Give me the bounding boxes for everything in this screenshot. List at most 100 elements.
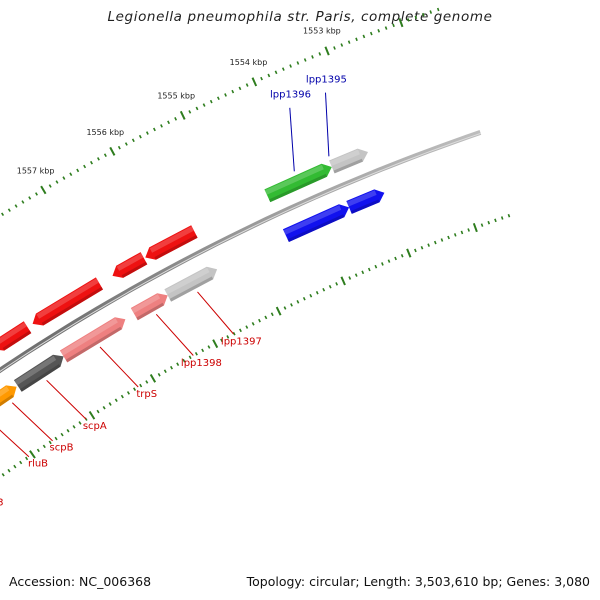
inner-scale-tick xyxy=(507,213,511,218)
inner-scale-tick xyxy=(264,315,268,320)
gene-label-rluB[interactable]: rluB xyxy=(0,419,48,469)
inner-scale-tick xyxy=(7,468,11,473)
inner-scale-tick xyxy=(453,233,457,237)
outer-scale-tick xyxy=(138,134,142,139)
gene-label-lpp1396[interactable]: lpp1396 xyxy=(270,90,311,172)
gene-label-trpS[interactable]: trpS xyxy=(99,346,157,400)
inner-scale-tick xyxy=(302,296,306,301)
inner-scale-tick xyxy=(427,243,430,247)
inner-scale-tick xyxy=(170,365,173,370)
inner-scale-tick xyxy=(290,303,293,307)
inner-scale-tick xyxy=(387,259,391,263)
inner-scale-tick xyxy=(188,355,192,360)
outer-scale-tick xyxy=(21,200,25,204)
outer-scale-tick xyxy=(152,127,156,132)
outer-scale-tick xyxy=(145,131,149,135)
gene-label-lpp1397[interactable]: lpp1397 xyxy=(197,291,262,348)
inner-scale-tick xyxy=(66,428,70,433)
inner-scale-tick xyxy=(96,409,100,414)
outer-scale-tick xyxy=(48,184,52,188)
outer-scale-tick xyxy=(407,18,410,22)
scale-label: 1557 kbp xyxy=(17,167,55,176)
outer-scale-tick xyxy=(260,76,263,81)
map-title: Legionella pneumophila str. Paris, compl… xyxy=(107,9,493,25)
gene-label-text: scpA xyxy=(83,421,107,432)
outer-scale-tick xyxy=(167,120,171,125)
outer-scale-tick xyxy=(238,86,242,91)
inner-scale-tick xyxy=(460,230,464,235)
genome-backbone xyxy=(0,130,482,374)
gene-feature-g12[interactable] xyxy=(130,293,168,321)
outer-scale-tick xyxy=(369,31,373,36)
inner-scale-tick xyxy=(25,456,29,461)
inner-scale-tick xyxy=(348,276,352,280)
outer-scale-tick xyxy=(311,55,314,59)
outer-scale-tick xyxy=(347,40,351,44)
gene-feature-g14[interactable] xyxy=(164,266,218,302)
inner-scale-tick xyxy=(283,306,287,310)
outer-scale-tick xyxy=(40,185,47,195)
gene-label-text: trpS xyxy=(136,389,157,400)
inner-scale-tick xyxy=(133,387,137,392)
inner-scale-tick xyxy=(29,450,36,459)
gene-feature-g17[interactable] xyxy=(329,148,368,174)
gene-feature-g16[interactable] xyxy=(282,204,350,242)
inner-scale-tick xyxy=(220,338,224,343)
outer-scale-tick xyxy=(103,153,107,157)
inner-scale-tick xyxy=(275,306,282,316)
inner-scale-tick xyxy=(354,273,358,277)
inner-scale-tick xyxy=(296,300,300,304)
inner-scale-tick xyxy=(270,312,274,317)
outer-scale-tick xyxy=(117,145,121,150)
gene-feature-g13[interactable] xyxy=(145,225,198,260)
inner-scale-tick xyxy=(340,276,346,286)
gene-label-lpp1395[interactable]: lpp1395 xyxy=(306,75,347,157)
inner-scale-tick xyxy=(494,218,497,223)
inner-scale-tick xyxy=(328,284,332,289)
outer-scale-tick xyxy=(96,157,100,161)
inner-scale-tick xyxy=(420,245,424,250)
outer-scale-tick xyxy=(355,37,358,42)
gene-feature-g10[interactable] xyxy=(59,317,126,363)
gene-label-text: rluB xyxy=(28,458,48,469)
gene-feature-g8[interactable] xyxy=(13,354,64,392)
inner-scale-tick xyxy=(157,373,161,377)
scale-label: 1553 kbp xyxy=(303,27,341,36)
gene-label-text: lpp1398 xyxy=(181,358,222,369)
inner-scale-tick xyxy=(19,460,23,465)
gene-feature-g7[interactable] xyxy=(0,321,32,351)
inner-scale-tick xyxy=(258,318,261,323)
gene-label-scpA[interactable]: scpA xyxy=(46,379,107,432)
inner-scale-tick xyxy=(176,362,180,366)
inner-scale-tick xyxy=(78,421,82,425)
outer-scale-tick xyxy=(62,176,66,180)
outer-scale-tick xyxy=(224,93,227,97)
gene-feature-g11[interactable] xyxy=(112,252,148,278)
gene-label-text: lpp1395 xyxy=(306,75,347,86)
gene-label-lpp1403[interactable]: lpp1403 xyxy=(0,460,4,508)
gene-feature-g5[interactable] xyxy=(0,385,17,407)
gene-feature-g15[interactable] xyxy=(264,163,332,203)
outer-scale-tick xyxy=(7,208,11,212)
outer-scale-tick xyxy=(436,7,440,12)
inner-scale-tick xyxy=(322,287,326,292)
inner-scale-tick xyxy=(381,262,384,266)
outer-scale-tick xyxy=(392,23,395,28)
scale-label: 1556 kbp xyxy=(86,128,124,137)
gene-label-text: lpp1403 xyxy=(0,497,4,508)
gene-feature-g18[interactable] xyxy=(346,189,385,214)
outer-scale-tick xyxy=(422,12,425,17)
inner-scale-tick xyxy=(367,267,371,272)
outer-scale-tick xyxy=(188,110,192,114)
inner-scale-tick xyxy=(149,374,157,383)
outer-scale-tick xyxy=(274,70,278,75)
outer-scale-tick xyxy=(179,110,186,120)
gene-label-scpB[interactable]: scpB xyxy=(11,402,74,454)
outer-scale-tick xyxy=(303,58,307,62)
outer-scale-tick xyxy=(14,204,18,208)
gene-label-lpp1398[interactable]: lpp1398 xyxy=(155,313,222,369)
gene-feature-g9[interactable] xyxy=(32,277,103,326)
inner-scale-tick xyxy=(114,398,118,403)
inner-scale-tick xyxy=(472,222,478,233)
feature-layer xyxy=(0,148,385,407)
